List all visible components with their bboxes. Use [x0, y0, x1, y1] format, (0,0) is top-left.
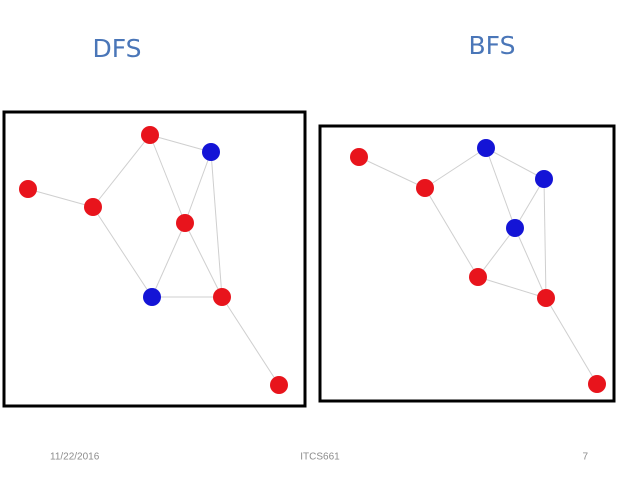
edge [151, 222, 186, 298]
graph-frame [318, 124, 616, 403]
edges [27, 134, 280, 386]
edge [485, 147, 545, 180]
node [202, 143, 220, 161]
node [143, 288, 161, 306]
node [477, 139, 495, 157]
node [350, 148, 368, 166]
edge [514, 227, 547, 299]
edge [514, 178, 545, 229]
edge [184, 151, 212, 224]
edge [477, 276, 547, 299]
node [537, 289, 555, 307]
node [506, 219, 524, 237]
bfs-graph [318, 124, 616, 403]
nodes [19, 126, 288, 394]
edge [210, 151, 223, 298]
nodes [350, 139, 606, 393]
edge [485, 147, 516, 229]
footer-date: 11/22/2016 [50, 452, 100, 463]
node [588, 375, 606, 393]
edge [477, 227, 516, 278]
node [141, 126, 159, 144]
edge [358, 156, 426, 189]
edge [92, 134, 151, 208]
graph-frame [2, 110, 307, 408]
footer-page: 7 [582, 452, 588, 463]
edge [149, 134, 186, 224]
edge [149, 134, 212, 153]
edge [545, 297, 598, 385]
left-title: DFS [92, 34, 141, 63]
node [19, 180, 37, 198]
edge [92, 206, 153, 298]
node [270, 376, 288, 394]
edge [184, 222, 223, 298]
node [469, 268, 487, 286]
dfs-graph [2, 110, 307, 408]
edge [424, 187, 479, 278]
node [176, 214, 194, 232]
node [416, 179, 434, 197]
edges [358, 147, 598, 385]
edge [27, 188, 94, 208]
footer-course: ITCS661 [300, 452, 340, 463]
node [213, 288, 231, 306]
edge [221, 296, 280, 386]
right-title: BFS [469, 31, 516, 60]
node [84, 198, 102, 216]
edge [543, 178, 547, 299]
edge [424, 147, 487, 189]
node [535, 170, 553, 188]
